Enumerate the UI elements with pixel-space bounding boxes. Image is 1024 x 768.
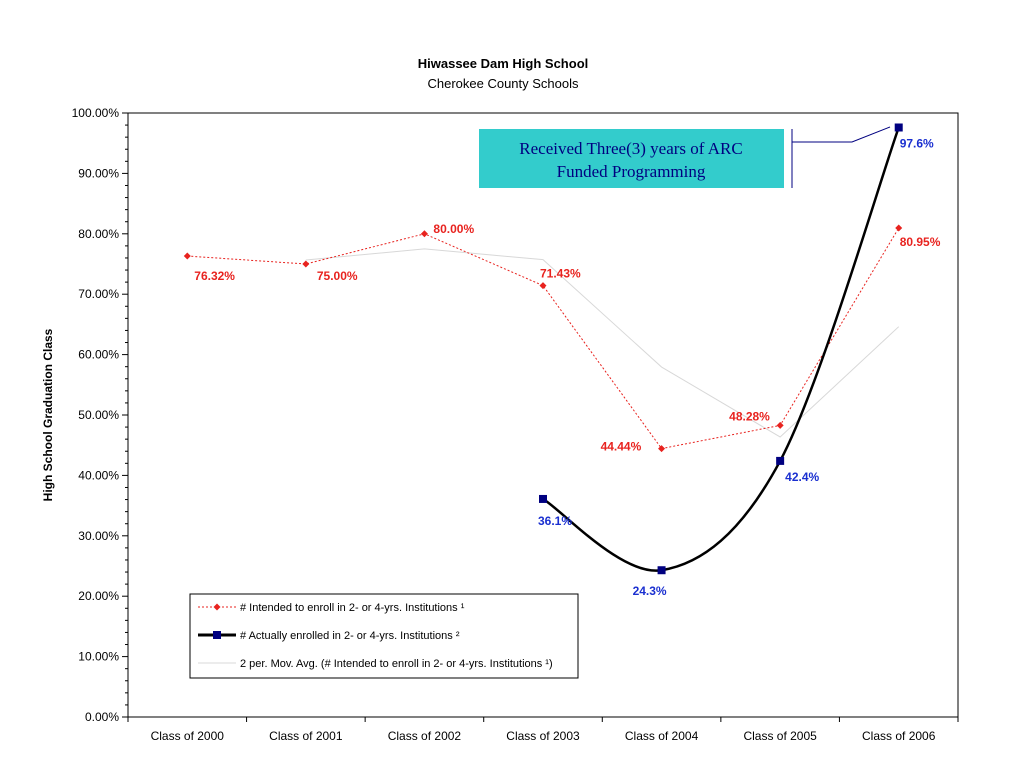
- x-axis: Class of 2000 Class of 2001 Class of 2002 C…: [127, 717, 959, 743]
- series-actual-point: [776, 456, 785, 465]
- y-tick-label: 50.00%: [78, 408, 119, 422]
- y-tick-label: 20.00%: [78, 589, 119, 603]
- data-label-intended: 71.43%: [540, 267, 581, 281]
- y-tick-label: 40.00%: [78, 468, 119, 482]
- x-tick-label: Class of 2006: [862, 729, 936, 743]
- data-label-actual: 36.1%: [538, 514, 572, 528]
- y-tick-label: 90.00%: [78, 166, 119, 180]
- y-axis: 0.00% 10.00% 20.00% 30.00% 40.00% 50.00% 60.00…: [72, 106, 128, 724]
- y-tick-label: 60.00%: [78, 348, 119, 362]
- annotation-box: [479, 129, 784, 188]
- annotation: Received Three(3) years of ARC Funded Pr…: [479, 126, 891, 188]
- data-label-actual: 97.6%: [900, 136, 934, 150]
- data-label-actual: 24.3%: [633, 584, 667, 598]
- series-intended-point: [302, 260, 310, 268]
- chart-title: Hiwassee Dam High School: [418, 56, 589, 71]
- series-actual-point: [894, 123, 903, 132]
- data-label-intended: 76.32%: [194, 269, 235, 283]
- x-tick-label: Class of 2000: [151, 729, 225, 743]
- series-actual-point: [657, 566, 666, 575]
- series-intended-point: [539, 282, 547, 290]
- data-label-intended: 80.00%: [433, 222, 474, 236]
- series-intended-point: [658, 445, 666, 453]
- series-intended-point: [776, 421, 784, 429]
- series-layer: [183, 123, 903, 575]
- legend-label-intended: # Intended to enroll in 2- or 4-yrs. Ins…: [240, 602, 465, 614]
- x-tick-label: Class of 2001: [269, 729, 343, 743]
- x-tick-label: Class of 2002: [388, 729, 462, 743]
- legend-box: [189, 593, 579, 679]
- data-label-layer: 76.32% 75.00% 80.00% 71.43% 44.44% 48.28% 80.9…: [194, 136, 940, 598]
- x-tick-label: Class of 2004: [625, 729, 699, 743]
- annotation-text-line-2: Funded Programming: [557, 162, 706, 181]
- y-tick-label: 30.00%: [78, 529, 119, 543]
- legend-label-actual: # Actually enrolled in 2- or 4-yrs. Inst…: [240, 630, 460, 642]
- series-actual-point: [539, 494, 547, 503]
- series-intended-point: [420, 230, 428, 238]
- series-intended-point: [895, 224, 903, 232]
- y-tick-label: 0.00%: [85, 710, 119, 724]
- chart-subtitle: Cherokee County Schools: [427, 76, 579, 91]
- legend-label-movavg: 2 per. Mov. Avg. (# Intended to enroll i…: [240, 658, 553, 670]
- series-intended-point: [183, 252, 191, 260]
- x-tick-label: Class of 2003: [506, 729, 580, 743]
- y-axis-label: High School Graduation Class: [41, 328, 55, 501]
- data-label-intended: 48.28%: [729, 409, 770, 423]
- data-label-intended: 80.95%: [900, 235, 941, 249]
- series-actual-line: [542, 127, 900, 572]
- legend-marker-intended: [213, 603, 221, 611]
- data-label-intended: 44.44%: [601, 440, 642, 454]
- data-label-actual: 42.4%: [785, 470, 819, 484]
- annotation-text-line-1: Received Three(3) years of ARC: [519, 139, 742, 158]
- y-tick-label: 80.00%: [78, 227, 119, 241]
- x-tick-label: Class of 2005: [743, 729, 817, 743]
- annotation-leader: [792, 126, 891, 143]
- y-tick-label: 10.00%: [78, 650, 119, 664]
- y-tick-label: 70.00%: [78, 287, 119, 301]
- data-label-intended: 75.00%: [317, 269, 358, 283]
- legend: # Intended to enroll in 2- or 4-yrs. Ins…: [189, 593, 579, 679]
- legend-marker-actual: [213, 631, 221, 639]
- y-tick-label: 100.00%: [72, 106, 120, 120]
